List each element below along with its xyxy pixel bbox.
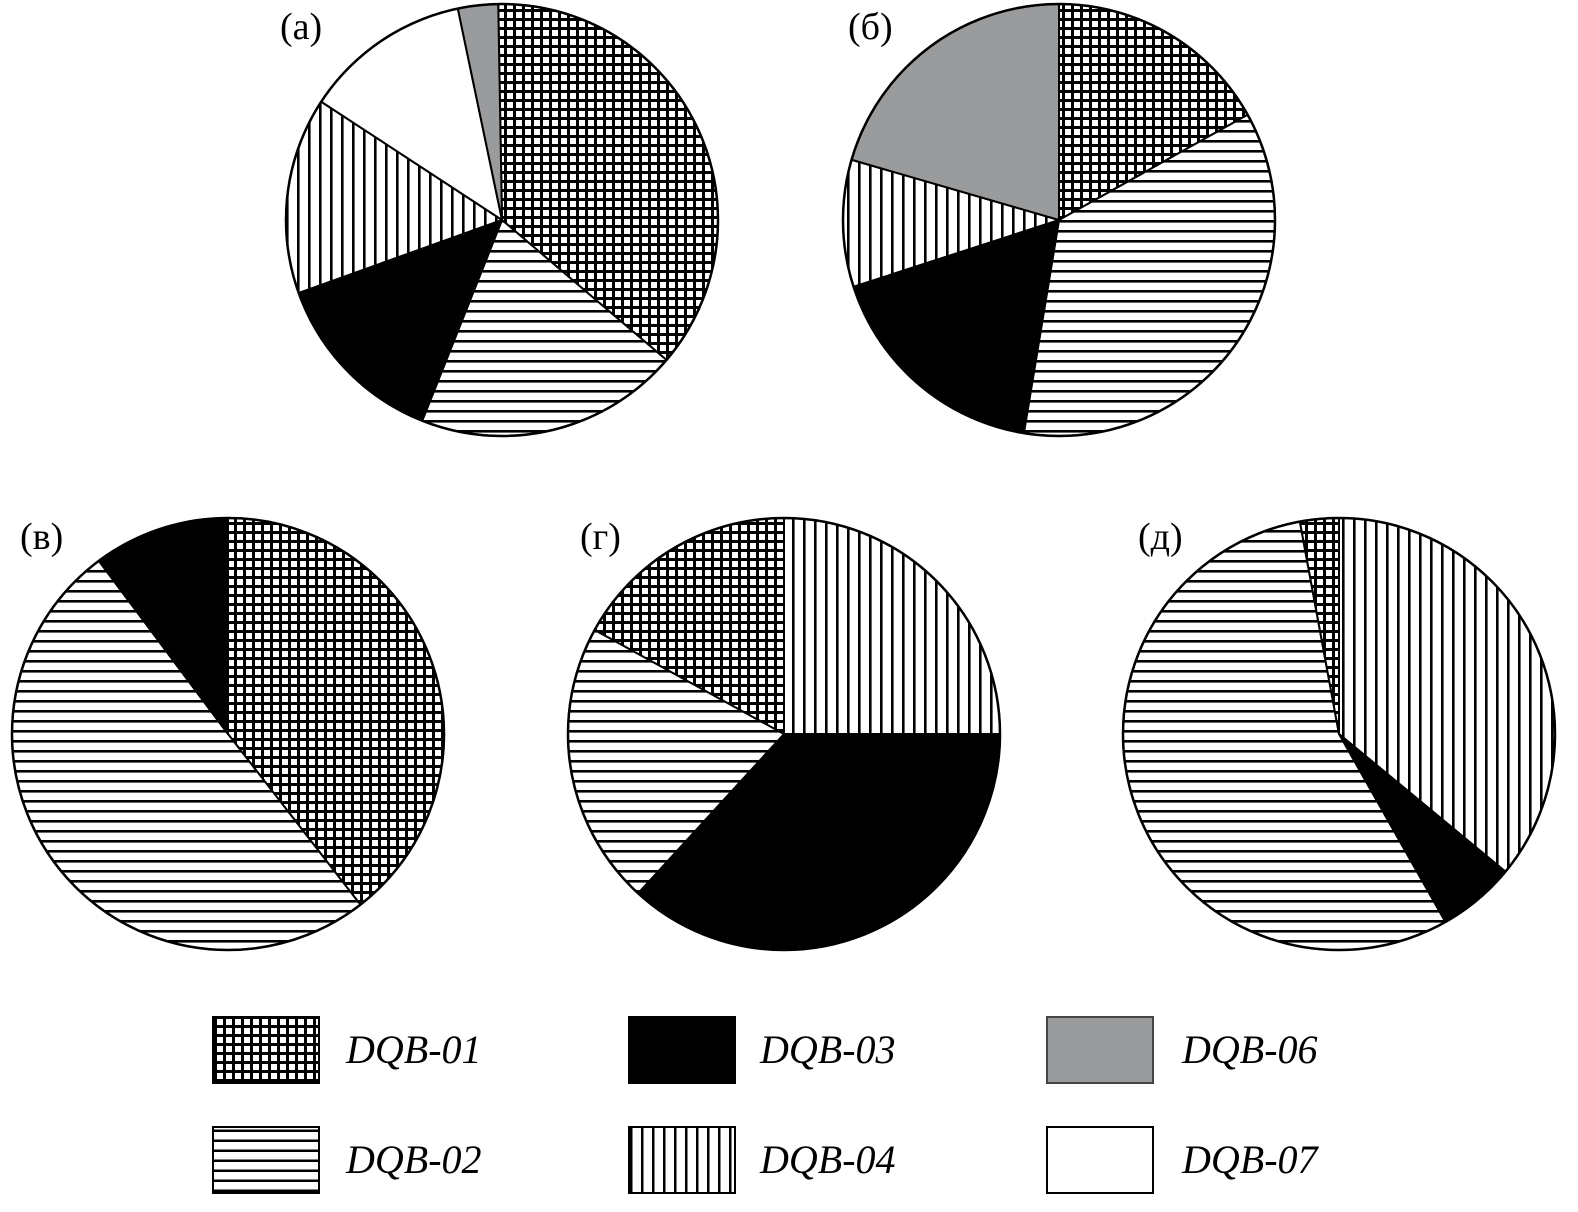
panel-label-a: (а) bbox=[280, 6, 323, 48]
legend-swatch-dqb-04 bbox=[628, 1126, 736, 1194]
legend-label-dqb-04: DQB-04 bbox=[760, 1137, 896, 1182]
pie-outline bbox=[10, 516, 446, 952]
legend-swatch-dqb-07 bbox=[1046, 1126, 1154, 1194]
legend-label-dqb-07: DQB-07 bbox=[1182, 1137, 1318, 1182]
pie-outline bbox=[284, 2, 720, 438]
legend-swatch-dqb-06 bbox=[1046, 1016, 1154, 1084]
panel-label-c: (в) bbox=[20, 516, 64, 558]
pie-chart-b bbox=[841, 2, 1277, 438]
legend-label-dqb-06: DQB-06 bbox=[1182, 1027, 1318, 1072]
pie-outline bbox=[1121, 516, 1557, 952]
legend-swatch-dqb-02 bbox=[212, 1126, 320, 1194]
legend-swatch-dqb-01 bbox=[212, 1016, 320, 1084]
pie-outline bbox=[566, 516, 1002, 952]
pie-chart-c bbox=[10, 516, 446, 952]
panel-label-d: (г) bbox=[580, 516, 621, 558]
pie-chart-d bbox=[566, 516, 1002, 952]
legend-swatch-dqb-03 bbox=[628, 1016, 736, 1084]
pie-chart-e bbox=[1121, 516, 1557, 952]
pie-chart-a bbox=[284, 2, 720, 438]
legend-label-dqb-01: DQB-01 bbox=[346, 1027, 482, 1072]
panel-label-b: (б) bbox=[848, 6, 893, 48]
panel-label-e: (д) bbox=[1138, 516, 1183, 558]
pie-slice-dqb-04 bbox=[783, 517, 1001, 735]
legend-label-dqb-03: DQB-03 bbox=[760, 1027, 896, 1072]
legend-label-dqb-02: DQB-02 bbox=[346, 1137, 482, 1182]
pie-outline bbox=[841, 2, 1277, 438]
